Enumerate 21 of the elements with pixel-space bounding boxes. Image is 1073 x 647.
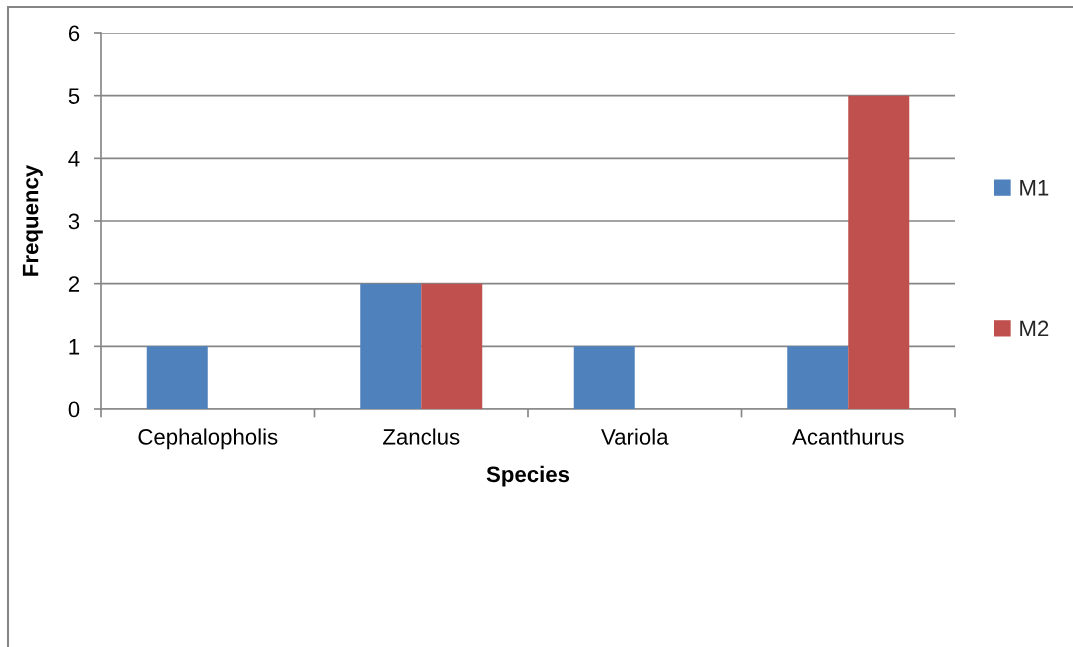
y-tick-label: 1	[69, 339, 80, 355]
x-tick-label: Variola	[601, 428, 669, 445]
y-tick-label: 5	[68, 88, 80, 104]
legend-label: M2	[1020, 320, 1049, 337]
bar	[787, 346, 849, 409]
y-tick-label: 4	[68, 151, 80, 167]
bar	[573, 346, 635, 409]
x-tick-label: Zanclus	[383, 428, 460, 445]
bar	[421, 283, 483, 409]
y-axis-title: Frequency	[22, 164, 43, 276]
x-tick-label: Cephalopholis	[138, 428, 278, 450]
bar	[360, 283, 422, 409]
legend-label: M1	[1020, 180, 1049, 196]
y-tick-label: 0	[68, 401, 80, 418]
y-tick-label: 2	[68, 276, 80, 292]
x-axis-title: Species	[486, 465, 570, 487]
bar	[848, 95, 910, 409]
bar	[146, 346, 208, 409]
y-tick-label: 3	[68, 213, 80, 230]
y-tick-label: 6	[68, 25, 80, 42]
x-tick-label: Acanthurus	[792, 428, 904, 445]
